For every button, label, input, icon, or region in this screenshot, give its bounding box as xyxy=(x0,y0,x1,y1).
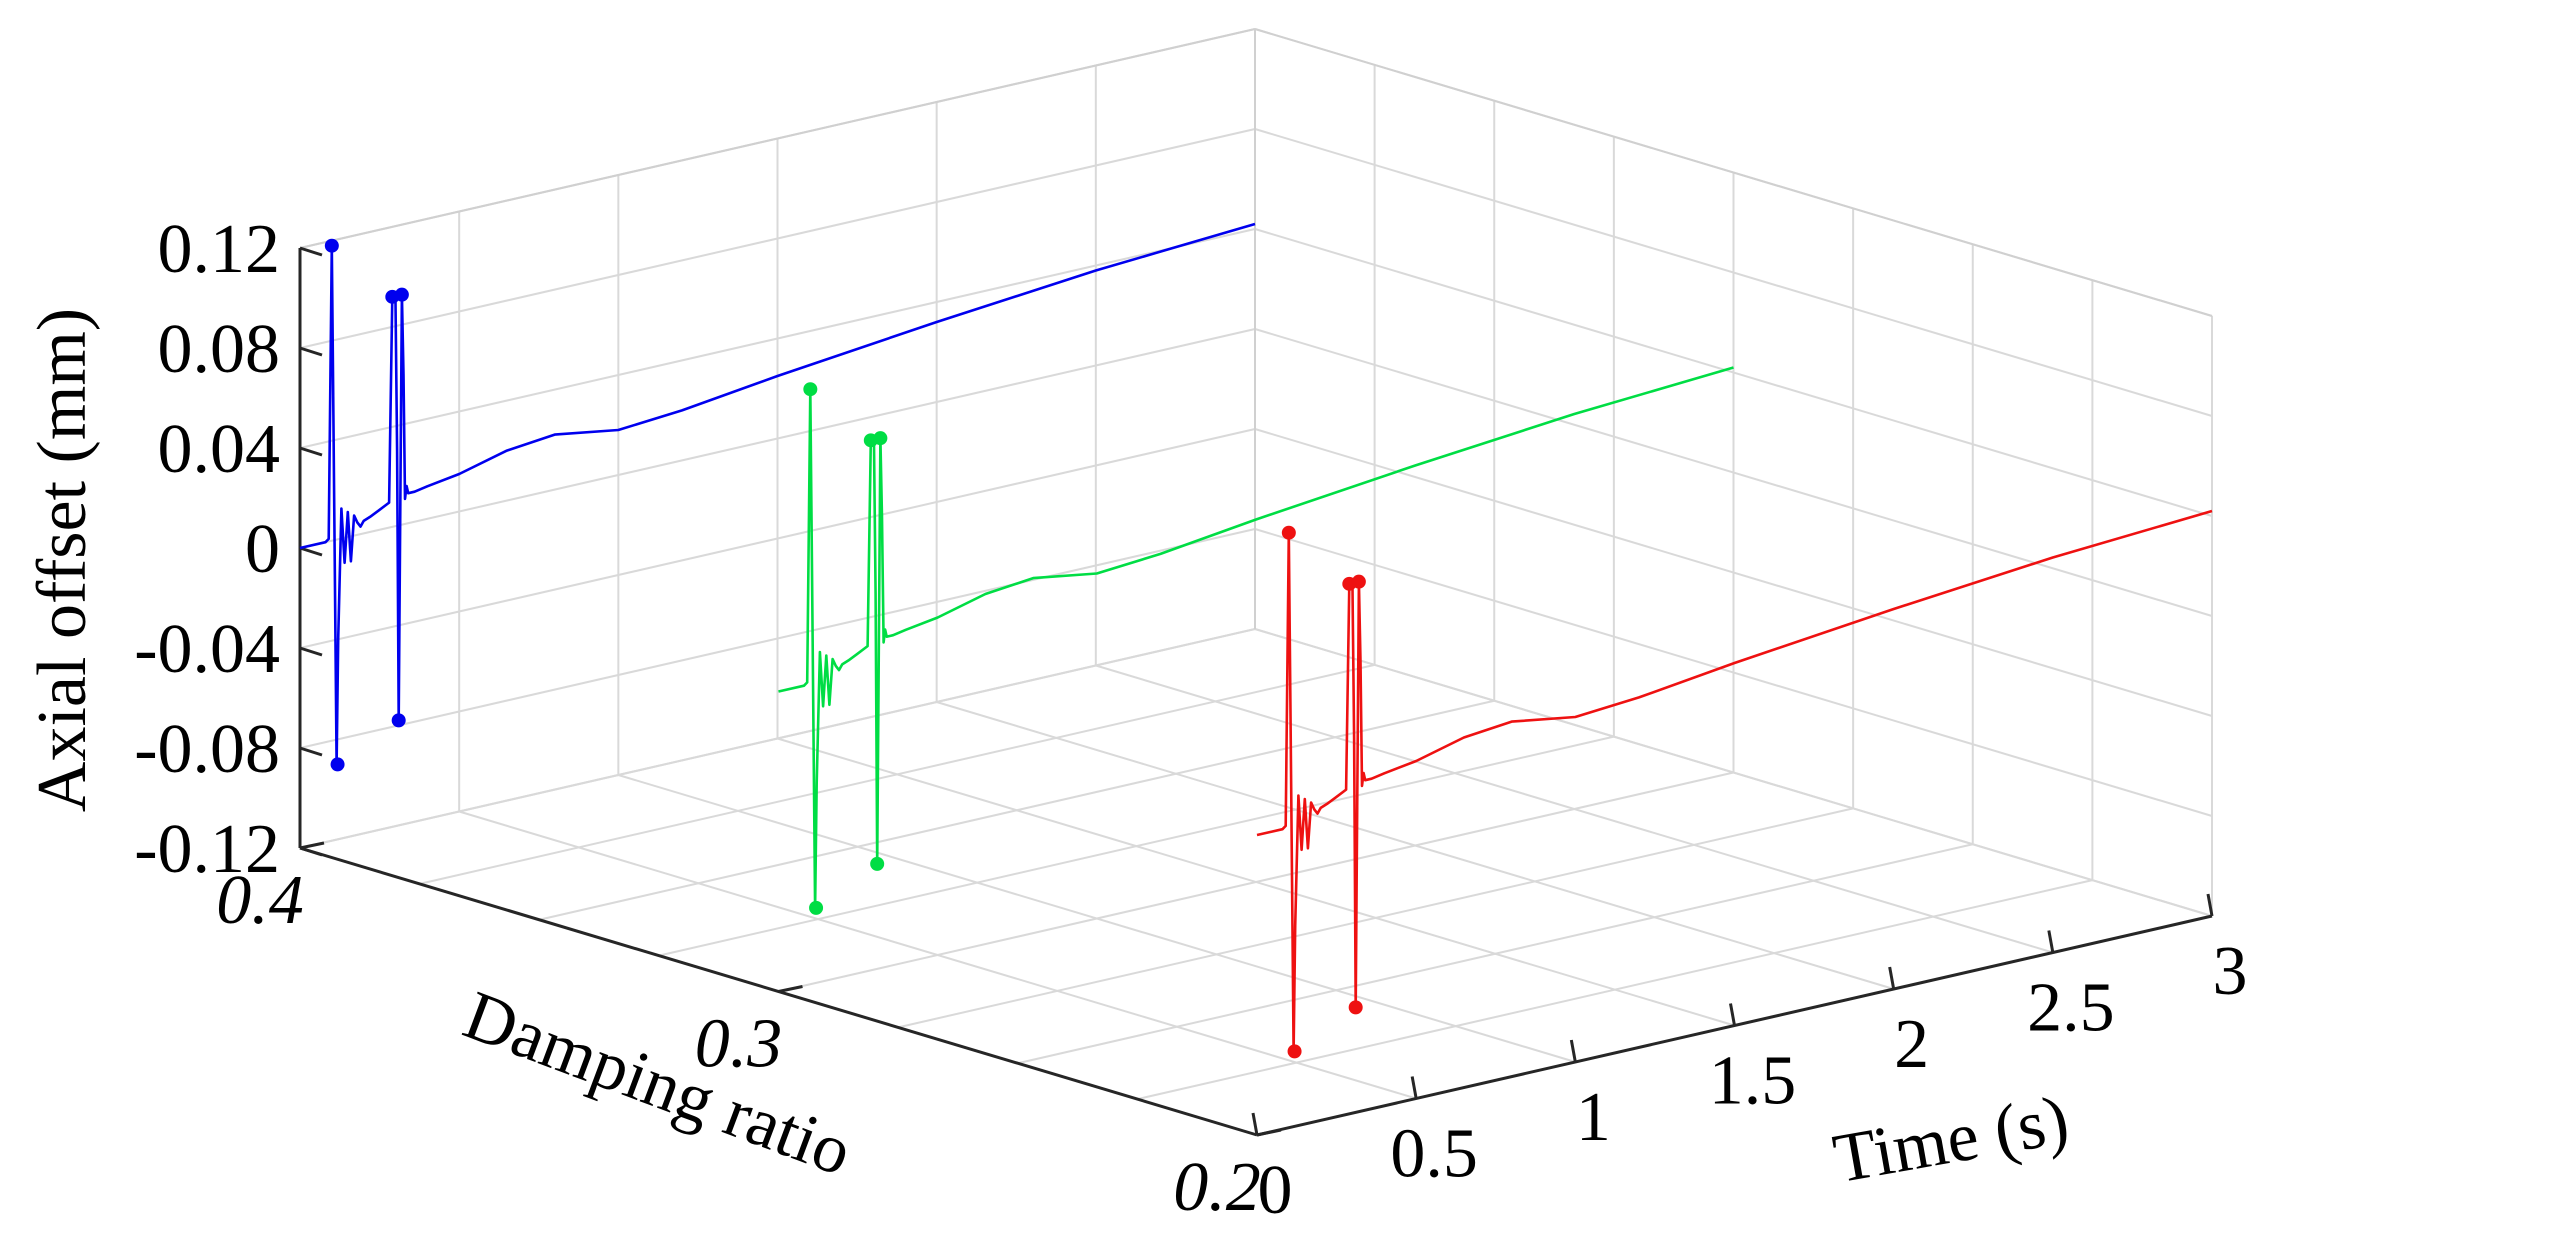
z-axis-title: Axial offset (mm) xyxy=(24,308,101,812)
series-group xyxy=(299,222,2213,1059)
side-grid-line xyxy=(1254,228,2213,517)
y-axis-title: Damping ratio xyxy=(454,977,862,1191)
time-tick-label: 1 xyxy=(1576,1079,1611,1156)
peak-marker xyxy=(1348,1000,1363,1015)
peak-marker xyxy=(330,757,345,772)
peak-marker xyxy=(809,900,824,915)
z-tick-label: 0.08 xyxy=(158,311,281,388)
time-tick xyxy=(1569,1039,1577,1063)
z-tick xyxy=(299,446,323,457)
time-tick-label: 3 xyxy=(2213,933,2248,1010)
time-tick xyxy=(1251,1112,1259,1136)
side-grid-line xyxy=(1254,328,2213,617)
z-tick-label: 0.04 xyxy=(158,411,281,488)
z-tick-label: -0.04 xyxy=(134,611,280,688)
peak-marker xyxy=(391,713,406,728)
peak-marker xyxy=(1351,574,1366,589)
tick-labels: 0 0.5 1 1.5 2 2.5 3 0.2 0.3 0.4 0.12 0.08 0.04 0 -0.04… xyxy=(134,211,2247,1229)
back-grid-line xyxy=(299,228,1256,449)
damping-tick xyxy=(1256,1128,1282,1137)
box-edge xyxy=(1254,28,2213,317)
damping-tick xyxy=(299,841,325,850)
time-tick-label: 0 xyxy=(1258,1152,1293,1229)
floor-grid-line xyxy=(897,807,1854,1029)
z-tick-label: 0.12 xyxy=(158,211,281,288)
floor-grid-line xyxy=(778,771,1734,993)
back-grid-line xyxy=(299,128,1256,349)
z-tick xyxy=(299,846,323,857)
time-tick-label: 0.5 xyxy=(1390,1116,1478,1193)
z-tick xyxy=(299,246,323,257)
z-tick-label: -0.12 xyxy=(134,811,280,888)
damping-tick xyxy=(778,985,803,993)
z-tick xyxy=(299,746,323,757)
peak-marker xyxy=(324,238,339,253)
time-tick xyxy=(1410,1076,1418,1099)
damping-tick-label: 0.4 xyxy=(216,862,304,939)
time-tick-label: 2.5 xyxy=(2027,970,2115,1047)
z-tick xyxy=(299,346,323,357)
z-tick-label: -0.08 xyxy=(134,711,280,788)
damping-tick-label: 0.3 xyxy=(695,1006,783,1083)
back-grid-line xyxy=(299,528,1256,749)
side-grid-line xyxy=(1254,628,2213,917)
side-grid-line xyxy=(1254,428,2213,717)
floor-grid-line xyxy=(1137,879,2093,1101)
side-grid-line xyxy=(1254,128,2213,417)
z-tick-label: 0 xyxy=(245,511,280,588)
peak-marker xyxy=(803,382,818,397)
box-edge xyxy=(299,28,1256,249)
peak-marker xyxy=(1287,1044,1302,1059)
peak-marker xyxy=(870,856,885,871)
time-tick xyxy=(2047,930,2055,953)
time-tick xyxy=(1729,1003,1736,1026)
time-tick-label: 2 xyxy=(1894,1006,1929,1083)
peak-marker xyxy=(1281,525,1296,540)
floor-grid-line xyxy=(1017,843,1973,1065)
floor-grid-line xyxy=(419,663,1375,885)
x-axis-title: Time (s) xyxy=(1828,1081,2074,1198)
peak-marker xyxy=(873,431,888,446)
back-grid-line xyxy=(299,428,1256,649)
back-grid-line xyxy=(299,628,1256,849)
back-grid-line xyxy=(299,328,1256,549)
damping-tick-label: 0.2 xyxy=(1173,1149,1261,1226)
time-tick xyxy=(2206,893,2214,917)
z-tick xyxy=(299,646,323,657)
z-tick xyxy=(299,546,323,557)
peak-marker xyxy=(394,287,409,302)
time-tick xyxy=(1888,966,1896,990)
side-grid-line xyxy=(1254,528,2213,817)
time-tick-label: 1.5 xyxy=(1709,1043,1797,1120)
floor-grid-line xyxy=(658,735,1615,957)
grid-lines xyxy=(299,28,2213,1136)
floor-grid-line xyxy=(539,699,1495,921)
